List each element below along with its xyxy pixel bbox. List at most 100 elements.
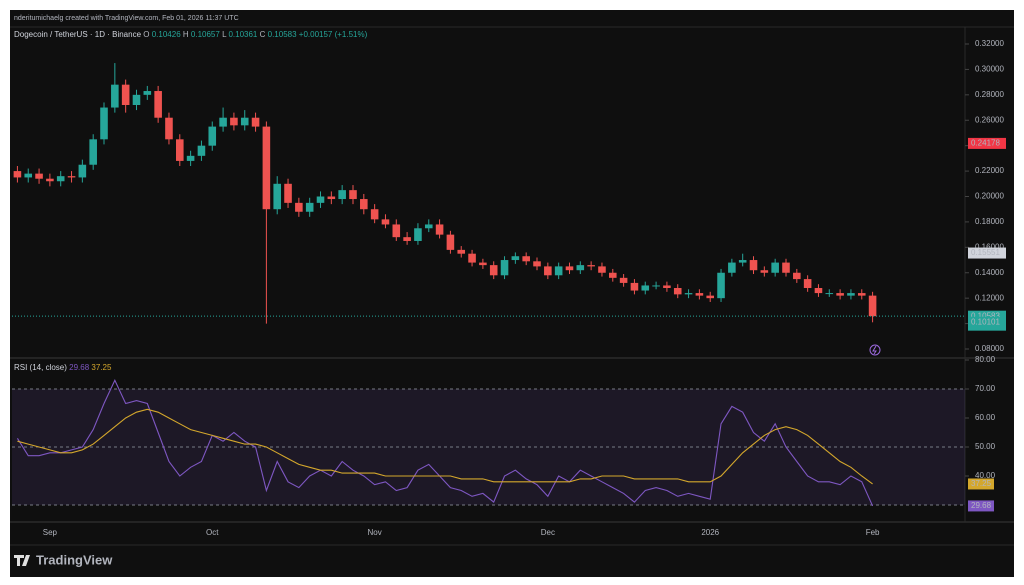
x-tick-label: Oct bbox=[206, 528, 219, 537]
candle-body bbox=[56, 176, 65, 182]
candle-body bbox=[208, 126, 217, 146]
candle-body bbox=[392, 224, 401, 238]
legend-item: 0.10657 bbox=[191, 30, 220, 39]
candle-body bbox=[262, 126, 271, 210]
x-tick-label: Nov bbox=[368, 528, 382, 537]
price-badge-label: 0.10101 bbox=[971, 317, 1000, 326]
candle-body bbox=[381, 219, 390, 225]
candle-body bbox=[544, 266, 552, 276]
header: nderitumichaelg created with TradingView… bbox=[14, 15, 239, 22]
candle-body bbox=[67, 176, 76, 178]
candle-body bbox=[143, 91, 152, 95]
candle-body bbox=[673, 288, 682, 295]
candle-body bbox=[78, 164, 87, 178]
legend-item: L bbox=[222, 30, 227, 39]
legend-item: +0.00157 (+1.51%) bbox=[299, 30, 368, 39]
candle-body bbox=[760, 270, 769, 273]
candle-body bbox=[338, 190, 346, 200]
candle-body bbox=[89, 139, 97, 165]
value-badge-label: 37.25 bbox=[971, 479, 992, 488]
candle-body bbox=[608, 272, 617, 278]
legend-item: O bbox=[143, 30, 149, 39]
y-tick-label: 0.28000 bbox=[975, 90, 1004, 99]
candle-body bbox=[565, 266, 574, 271]
candle-body bbox=[446, 234, 455, 250]
chart-legend: Dogecoin / TetherUS · 1D · Binance O 0.1… bbox=[14, 30, 368, 39]
candle-body bbox=[46, 178, 54, 182]
brand: TradingView bbox=[36, 552, 113, 567]
candle-body bbox=[738, 260, 747, 263]
candle-body bbox=[663, 285, 671, 288]
candle-body bbox=[749, 260, 758, 271]
candle-body bbox=[175, 139, 184, 161]
candle-body bbox=[641, 285, 650, 291]
candle-body bbox=[132, 94, 141, 105]
candle-body bbox=[468, 253, 476, 263]
candle-body bbox=[598, 266, 606, 273]
rsi-legend: RSI (14, close) 29.68 37.25 bbox=[14, 363, 112, 372]
value-badge-label: 29.68 bbox=[971, 501, 992, 510]
rsi-line bbox=[16, 378, 874, 507]
y-tick-label: 0.22000 bbox=[975, 166, 1004, 175]
candle-body bbox=[240, 117, 249, 126]
candle-body bbox=[403, 237, 411, 241]
price-badge-label: 0.15551 bbox=[971, 248, 1000, 257]
y-tick-label: 0.14000 bbox=[975, 268, 1004, 277]
price-badge bbox=[968, 137, 1006, 149]
candle-body bbox=[121, 84, 130, 105]
candle-body bbox=[847, 293, 855, 296]
price-badge bbox=[968, 316, 1006, 328]
candle-body bbox=[825, 293, 834, 295]
candle-body bbox=[100, 107, 108, 140]
candle-body bbox=[868, 295, 877, 317]
y-tick-label: 0.20000 bbox=[975, 192, 1004, 201]
candle-body bbox=[479, 262, 487, 266]
x-tick-label: Feb bbox=[866, 528, 880, 537]
background bbox=[10, 10, 1014, 577]
legend-item: H bbox=[183, 30, 189, 39]
y-tick-label: 0.18000 bbox=[975, 217, 1004, 226]
candle-body bbox=[305, 202, 314, 212]
x-tick-label: 2026 bbox=[701, 528, 719, 537]
price-badge bbox=[968, 247, 1006, 259]
legend-item: C bbox=[260, 30, 266, 39]
alert-icon[interactable] bbox=[869, 344, 881, 356]
candle-body bbox=[273, 183, 282, 210]
candle-body bbox=[857, 293, 866, 296]
legend-item: 37.25 bbox=[91, 363, 112, 372]
y-tick-label: 0.30000 bbox=[975, 65, 1004, 74]
candle-body bbox=[349, 190, 357, 200]
x-tick-label: Dec bbox=[541, 528, 555, 537]
candle-body bbox=[793, 272, 801, 280]
legend-item: 29.68 bbox=[69, 363, 90, 372]
price-badge-label: 0.10583 bbox=[971, 311, 1000, 320]
candle-body bbox=[360, 199, 368, 210]
candle-body bbox=[771, 262, 779, 273]
legend-item: 0.10426 bbox=[152, 30, 181, 39]
x-tick-label: Sep bbox=[43, 528, 58, 537]
candle-body bbox=[500, 260, 509, 276]
rsi-line bbox=[17, 408, 873, 485]
candle-body bbox=[435, 224, 444, 235]
candle-body bbox=[284, 183, 292, 203]
candle-body bbox=[814, 288, 823, 294]
candle-body bbox=[554, 266, 563, 276]
candle-body bbox=[424, 224, 433, 229]
y-tick-label: 0.32000 bbox=[975, 39, 1004, 48]
candle-body bbox=[576, 265, 585, 271]
y-tick-label: 80.00 bbox=[975, 355, 996, 364]
candle-body bbox=[111, 84, 119, 108]
value-badge bbox=[968, 478, 994, 490]
candle-body bbox=[782, 262, 790, 273]
legend-item: Dogecoin / TetherUS · 1D · Binance bbox=[14, 30, 142, 39]
y-tick-label: 0.16000 bbox=[975, 242, 1004, 251]
candle-body bbox=[24, 173, 33, 178]
candle-body bbox=[154, 91, 162, 118]
candle-body bbox=[706, 295, 715, 299]
alert-icon bbox=[872, 345, 877, 355]
price-badge-label: 0.24178 bbox=[971, 139, 1000, 148]
y-tick-label: 0.12000 bbox=[975, 293, 1004, 302]
candle-body bbox=[316, 196, 325, 203]
